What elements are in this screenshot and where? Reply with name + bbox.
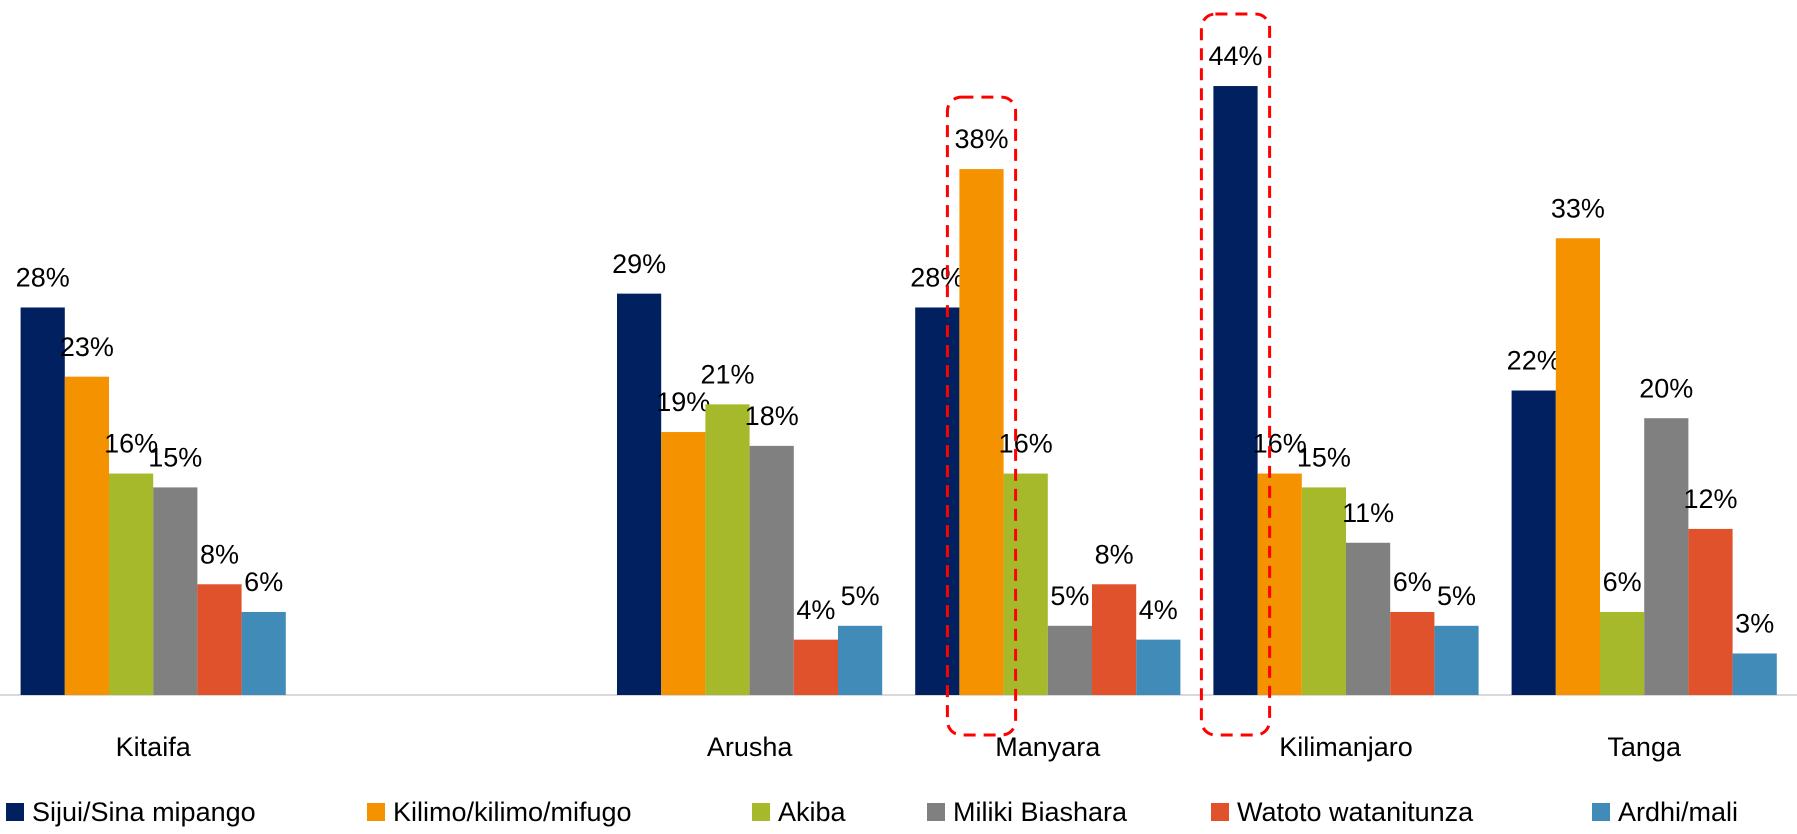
data-label: 20% [1639,373,1693,403]
bar [1301,487,1346,695]
data-label: 5% [1050,581,1089,611]
bar [793,639,838,695]
bar [109,473,154,695]
bar [20,307,65,695]
bar [241,611,286,695]
bar [1511,390,1556,695]
bar [1136,639,1181,695]
data-label: 19% [656,387,710,417]
data-label: 4% [1139,595,1178,625]
legend-swatch [1211,803,1229,821]
bar [1644,418,1689,695]
bar [1732,653,1777,695]
data-label: 44% [1208,41,1262,71]
bar [153,487,198,695]
data-label: 6% [1603,567,1642,597]
bar [1092,584,1137,695]
legend-swatch [1592,803,1610,821]
data-label: 38% [954,124,1008,154]
bar [1434,625,1479,695]
bar [915,307,960,695]
x-tick-label: Kilimanjaro [1279,732,1413,762]
data-label: 18% [745,401,799,431]
legend-label: Watoto watanitunza [1237,797,1474,827]
bar [1003,473,1048,695]
data-label: 3% [1735,609,1774,639]
data-label: 15% [1297,443,1351,473]
bar [1213,86,1258,696]
highlight-box [1199,12,1272,737]
bar [64,376,109,695]
data-label: 28% [16,263,70,293]
data-label: 5% [841,581,880,611]
data-label: 29% [612,249,666,279]
bar [1555,238,1600,695]
x-tick-label: Arusha [707,732,794,762]
x-tick-label: Kitaifa [116,732,192,762]
data-label: 22% [1507,346,1561,376]
bar [1047,625,1092,695]
bar [705,404,750,695]
data-label: 23% [60,332,114,362]
x-tick-label: Manyara [995,732,1101,762]
x-tick-label: Tanga [1607,732,1682,762]
bar [749,445,794,695]
data-label: 8% [200,539,239,569]
data-label: 6% [244,567,283,597]
highlight-box [945,95,1018,737]
legend-label: Sijui/Sina mipango [32,797,256,827]
bar [1688,528,1733,695]
data-label: 21% [700,359,754,389]
bar [1390,611,1435,695]
data-label: 16% [999,429,1053,459]
data-label: 33% [1551,193,1605,223]
legend-swatch [367,803,385,821]
data-label: 12% [1683,484,1737,514]
bar [838,625,883,695]
bar [1600,611,1645,695]
bar [1257,473,1302,695]
data-label: 16% [1253,429,1307,459]
bar [661,432,706,695]
data-label: 16% [104,429,158,459]
legend-swatch [752,803,770,821]
legend-label: Ardhi/mali [1618,797,1738,827]
data-label: 6% [1393,567,1432,597]
bar [959,169,1004,695]
data-label: 5% [1437,581,1476,611]
legend-label: Miliki Biashara [953,797,1128,827]
legend-label: Kilimo/kilimo/mifugo [393,797,632,827]
bar [1346,542,1391,695]
data-label: 15% [148,443,202,473]
legend-label: Akiba [778,797,847,827]
bar [617,293,662,695]
data-label: 8% [1095,539,1134,569]
data-label: 28% [910,263,964,293]
data-label: 4% [796,595,835,625]
legend-swatch [927,803,945,821]
data-label: 11% [1342,498,1394,528]
legend-swatch [6,803,24,821]
bar [197,584,242,695]
